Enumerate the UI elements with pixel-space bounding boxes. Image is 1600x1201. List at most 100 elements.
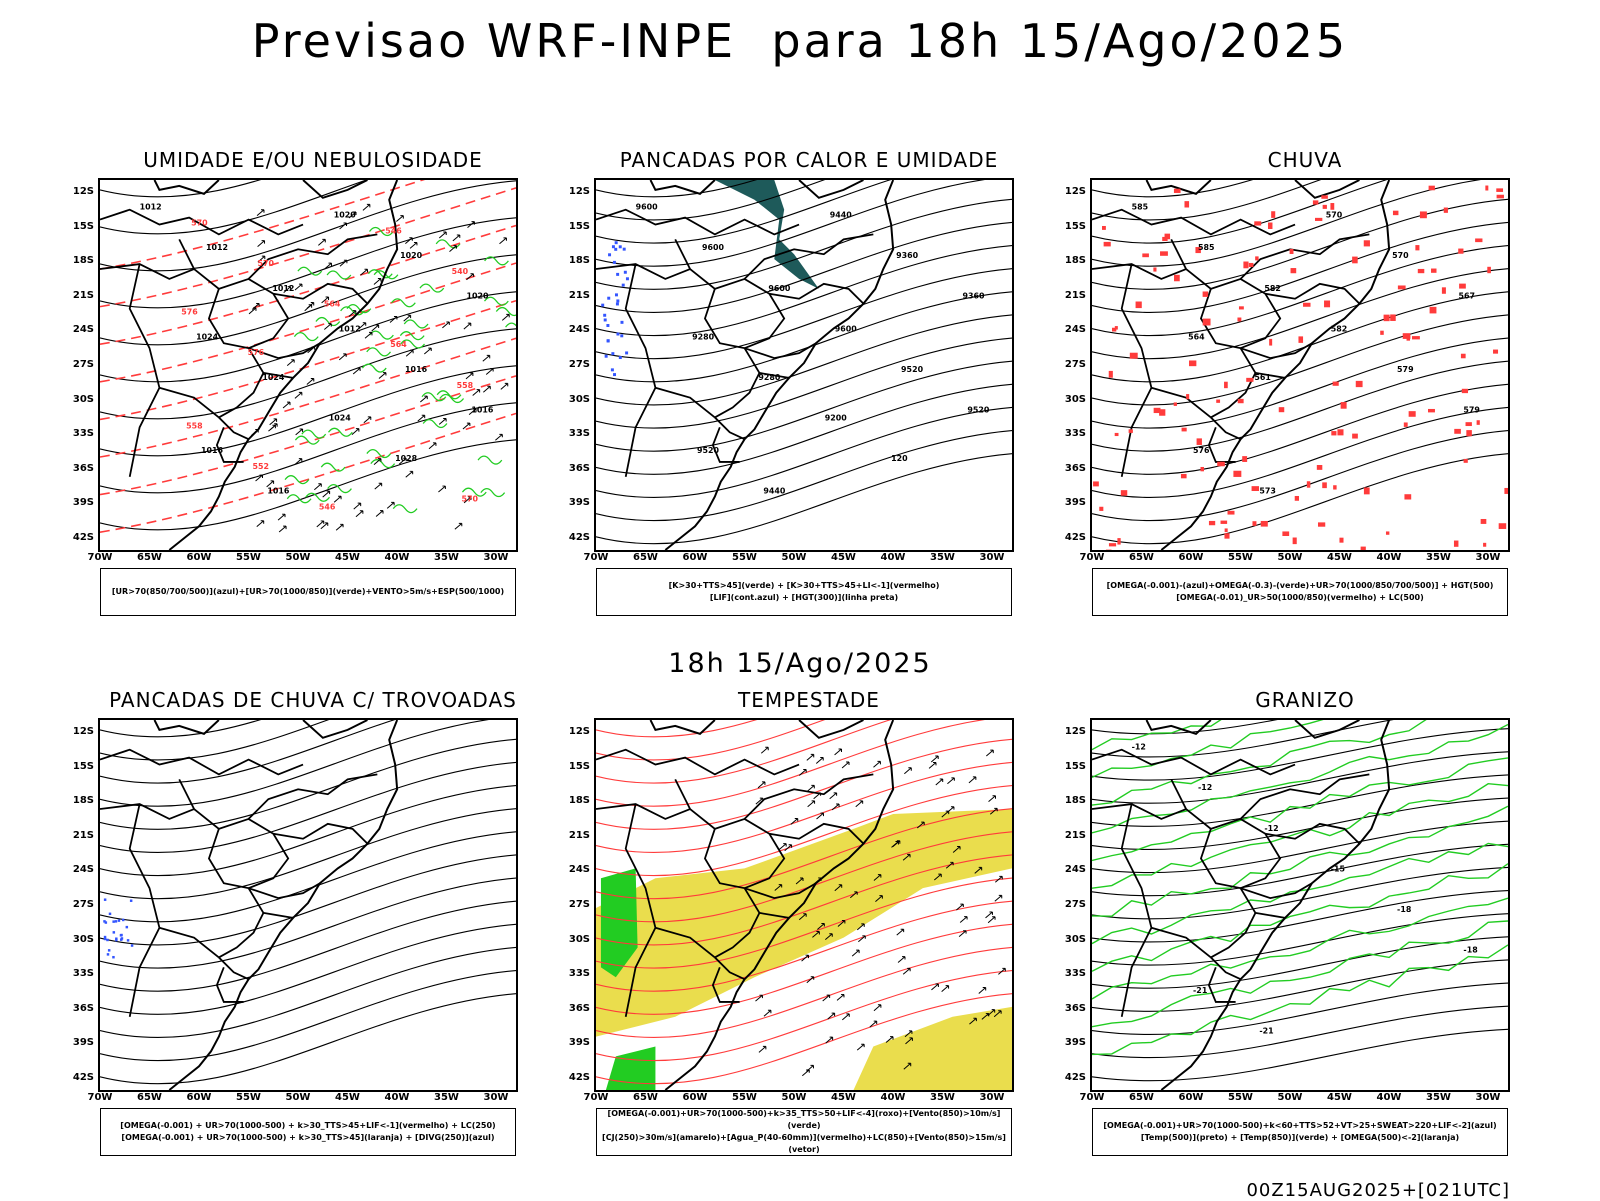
state-border <box>1255 913 1285 918</box>
latitude-label: 33S <box>1056 428 1086 439</box>
longitude-label: 70W <box>1074 1092 1110 1103</box>
lif-spot <box>601 304 604 307</box>
contour-line <box>100 181 516 271</box>
contour-label: 9600 <box>636 203 659 212</box>
rain-spot <box>1200 467 1204 471</box>
humidity-contour <box>294 333 318 341</box>
longitude-label: 70W <box>82 552 118 563</box>
longitude-label: 30W <box>478 1092 514 1103</box>
latitude-label: 27S <box>1056 899 1086 910</box>
rain-spot <box>1352 434 1358 439</box>
latitude-label: 18S <box>64 795 94 806</box>
state-border <box>1241 343 1312 358</box>
latitude-label: 21S <box>64 830 94 841</box>
contour-line <box>100 440 516 530</box>
rain-spot <box>1430 307 1437 314</box>
contour-label: 1016 <box>405 365 428 374</box>
longitude-label: 65W <box>628 552 664 563</box>
rain-spot <box>1499 523 1507 529</box>
rain-spot <box>1380 331 1384 335</box>
rain-spot <box>1271 211 1275 218</box>
legend-line: [Temp(500)](preto) + [Temp(850)](verde) … <box>1093 1132 1507 1144</box>
contour-label: 564 <box>390 340 407 349</box>
rain-spot <box>1254 221 1261 225</box>
rain-spot <box>1093 481 1099 486</box>
contour-label: 570 <box>191 219 208 228</box>
state-border <box>159 388 218 418</box>
wind-vector <box>439 232 446 238</box>
longitude-label: 35W <box>429 552 465 563</box>
contour-label: 9360 <box>896 251 919 260</box>
rain-spot <box>1252 521 1256 526</box>
wind-vector <box>989 796 996 802</box>
rain-spot <box>1404 422 1408 426</box>
wind-vector <box>354 503 361 509</box>
rain-spot <box>1252 486 1259 491</box>
rain-spot <box>1154 408 1161 413</box>
wind-vector <box>995 895 1002 901</box>
wind-vector <box>942 986 949 992</box>
rain-spot <box>1160 251 1168 255</box>
wind-vector <box>857 1044 864 1050</box>
wind-vector <box>842 762 849 768</box>
wind-vector <box>295 284 302 290</box>
mid-title: 18h 15/Ago/2025 <box>0 648 1600 679</box>
contour-label: 9600 <box>768 284 791 293</box>
contour-label: 576 <box>181 308 198 317</box>
rain-spot <box>1442 287 1446 293</box>
rain-spot <box>1404 494 1411 499</box>
latitude-label: 42S <box>64 1072 94 1083</box>
legend-line: [OMEGA(-0.001)-(azul)+OMEGA(-0.3)-(verde… <box>1093 580 1507 592</box>
wind-vector <box>406 471 413 477</box>
longitude-label: 35W <box>925 1092 961 1103</box>
latitude-label: 12S <box>1056 186 1086 197</box>
contour-line <box>1092 315 1508 405</box>
wind-vector <box>979 988 986 994</box>
latitude-label: 24S <box>1056 864 1086 875</box>
wind-vector <box>988 917 995 923</box>
legend-line: [K>30+TTS>45](verde) + [K>30+TTS>45+LI<-… <box>597 580 1011 592</box>
contour-label: 564 <box>324 300 341 309</box>
wind-vector <box>807 754 814 760</box>
latitude-label: 21S <box>560 830 590 841</box>
longitude-label: 45W <box>826 552 862 563</box>
rain-spot <box>1269 339 1272 346</box>
contour-line <box>596 315 1012 405</box>
contour-line <box>1092 798 1508 850</box>
legend-box: [K>30+TTS>45](verde) + [K>30+TTS>45+LI<-… <box>596 568 1012 616</box>
instability-area <box>715 180 819 289</box>
wind-vector <box>856 801 863 807</box>
contour-label: 1024 <box>196 332 219 341</box>
wind-vector <box>807 1065 814 1071</box>
contour-label: 576 <box>1193 446 1210 455</box>
latitude-label: 39S <box>64 497 94 508</box>
latitude-label: 18S <box>560 255 590 266</box>
latitude-label: 12S <box>1056 726 1086 737</box>
rain-spot <box>1307 481 1310 487</box>
latitude-label: 18S <box>1056 255 1086 266</box>
thickness-line <box>100 413 516 532</box>
contour-label: 1012 <box>339 324 361 333</box>
state-border <box>1201 289 1255 418</box>
wind-vector <box>761 747 768 753</box>
rain-spot <box>1418 269 1425 273</box>
latitude-label: 30S <box>1056 394 1086 405</box>
panel-title: GRANIZO <box>1090 688 1520 712</box>
lif-spot <box>619 356 622 359</box>
wind-vector <box>438 486 445 492</box>
wind-vector <box>420 396 427 402</box>
rain-spot <box>1315 218 1322 221</box>
divergence-spot <box>109 913 111 915</box>
wind-vector <box>501 383 508 389</box>
contour-line <box>1092 384 1508 474</box>
contour-line <box>596 246 1012 336</box>
contour-line <box>596 384 1012 474</box>
rain-spot <box>1298 336 1303 342</box>
divergence-spot <box>112 956 114 958</box>
divergence-spot <box>130 899 132 901</box>
rain-spot <box>1290 249 1294 254</box>
rain-spot <box>1153 267 1156 271</box>
contour-label: 1024 <box>329 413 352 422</box>
longitude-label: 55W <box>727 1092 763 1103</box>
wind-vector <box>791 818 798 824</box>
